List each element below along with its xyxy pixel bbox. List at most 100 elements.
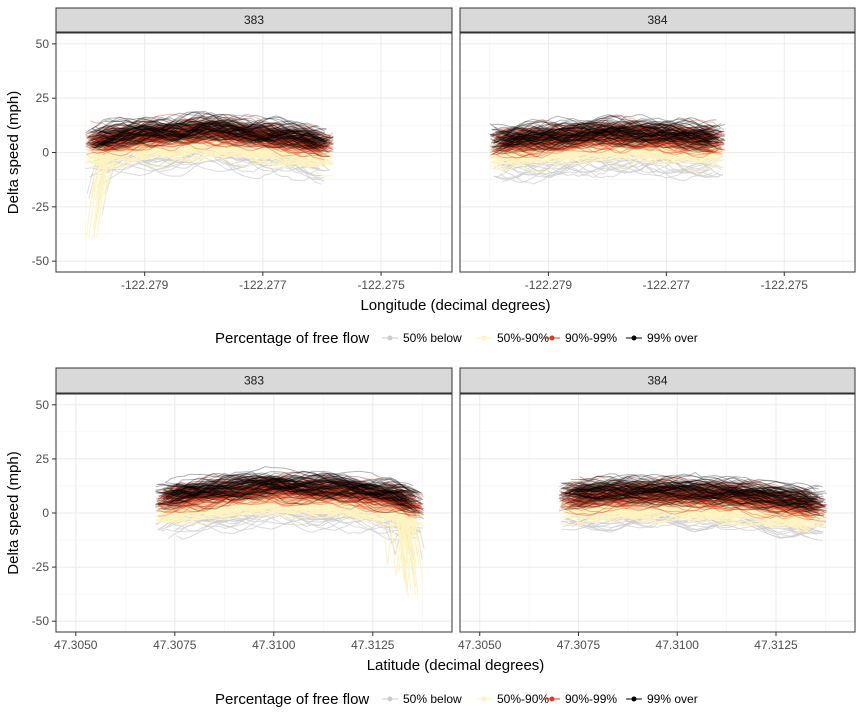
trace-line (95, 131, 324, 150)
trace-line (101, 120, 328, 145)
trace-line (579, 485, 807, 503)
trace-line (93, 125, 328, 151)
trace-line (175, 477, 405, 500)
trace-line (92, 120, 331, 145)
legend-key-point (481, 335, 487, 341)
trace-line (560, 487, 819, 506)
trace-line (154, 487, 418, 511)
trace-line (157, 509, 405, 546)
longitude-chart: 383-122.279 -122.277 -122.275-50-250255038… (5, 7, 856, 347)
trace-line (88, 137, 322, 153)
trace-line (566, 481, 817, 503)
trace-line (165, 479, 404, 498)
trace-line (566, 486, 823, 503)
trace-line (500, 123, 715, 146)
trace-line (97, 122, 331, 138)
trace-line (577, 476, 814, 501)
trace-line (170, 478, 420, 514)
trace-line (492, 121, 713, 134)
trace-line (92, 125, 316, 148)
trace-line (97, 126, 323, 152)
trace-line (499, 122, 713, 149)
trace-line (490, 132, 715, 146)
trace-line (502, 130, 709, 146)
trace-line (396, 509, 409, 597)
trace-line (85, 126, 329, 145)
trace-line (504, 135, 722, 159)
trace-line (559, 486, 825, 505)
trace-line (506, 134, 711, 152)
trace-line (173, 479, 405, 496)
trace-line (575, 512, 808, 531)
trace-line (489, 128, 723, 147)
trace-line (559, 494, 820, 512)
trace-line (98, 120, 334, 140)
trace-line (560, 484, 824, 508)
trace-line (90, 113, 316, 134)
trace-line (164, 480, 424, 501)
trace-line (503, 124, 721, 142)
trace-line (563, 479, 816, 502)
trace-line (489, 127, 723, 153)
trace-line (408, 510, 421, 551)
trace-line (164, 482, 417, 514)
trace-line (89, 148, 106, 208)
trace-line (493, 117, 719, 141)
trace-line (565, 489, 824, 517)
trace-line (499, 134, 711, 157)
trace-line (495, 129, 712, 142)
trace-line (578, 485, 816, 510)
trace-line (505, 129, 710, 149)
trace-line (93, 122, 320, 140)
trace-line (157, 480, 411, 498)
trace-line (96, 125, 327, 147)
trace-line (102, 124, 331, 147)
trace-line (572, 487, 809, 506)
trace-line (155, 483, 419, 511)
trace-line (175, 474, 405, 495)
trace-line (164, 482, 408, 500)
trace-line (86, 122, 324, 140)
trace-line (163, 483, 415, 504)
trace-line (103, 122, 324, 142)
trace-line (163, 477, 421, 500)
trace-line (166, 480, 414, 508)
trace-line (104, 120, 325, 140)
trace-line (490, 122, 723, 145)
trace-line (563, 487, 812, 505)
trace-line (572, 484, 808, 499)
trace-line (579, 474, 819, 496)
trace-line (105, 127, 316, 150)
trace-line (496, 135, 723, 158)
trace-line (579, 488, 816, 512)
trace-line (406, 503, 420, 566)
trace-line (496, 120, 708, 138)
trace-line (163, 486, 419, 507)
trace-line (578, 487, 822, 505)
trace-line (505, 132, 710, 153)
trace-line (496, 130, 714, 144)
trace-line (505, 124, 721, 139)
trace-line (564, 487, 818, 507)
trace-line (175, 470, 414, 490)
trace-line (88, 125, 334, 150)
trace-line (103, 128, 330, 151)
trace-line (560, 496, 824, 513)
facet-strip (459, 7, 856, 33)
legend-title: Percentage of free flow (215, 691, 369, 708)
x-tick-label: 47.3125 (351, 638, 395, 652)
trace-line (566, 485, 815, 510)
trace-line (105, 121, 328, 150)
trace-line (492, 126, 710, 139)
trace-line (561, 485, 828, 512)
y-tick-label: -25 (32, 560, 50, 574)
trace-line (176, 490, 415, 513)
trace-line (493, 132, 709, 153)
trace-line (499, 158, 708, 184)
trace-line (559, 481, 815, 499)
trace-line (575, 486, 816, 508)
trace-line (491, 137, 726, 153)
trace-line (563, 494, 811, 510)
trace-line (503, 128, 711, 142)
